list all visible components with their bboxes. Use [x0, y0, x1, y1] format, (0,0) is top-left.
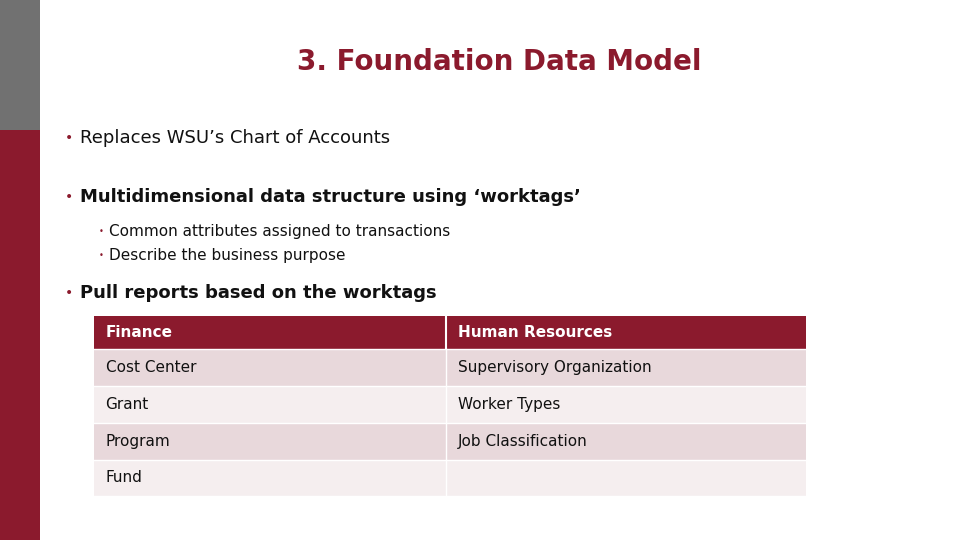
Text: Worker Types: Worker Types [458, 397, 561, 412]
Text: •: • [65, 286, 73, 300]
Text: Supervisory Organization: Supervisory Organization [458, 360, 652, 375]
Text: Describe the business purpose: Describe the business purpose [109, 248, 346, 263]
Text: 3. Foundation Data Model: 3. Foundation Data Model [297, 48, 702, 76]
Text: Fund: Fund [106, 470, 142, 485]
Text: •: • [65, 131, 73, 145]
Text: Pull reports based on the worktags: Pull reports based on the worktags [80, 284, 436, 302]
Text: •: • [65, 190, 73, 204]
Text: •: • [98, 227, 104, 235]
Text: Human Resources: Human Resources [458, 325, 612, 340]
Text: Grant: Grant [106, 397, 149, 412]
Text: Finance: Finance [106, 325, 173, 340]
Text: Program: Program [106, 434, 170, 449]
Text: Cost Center: Cost Center [106, 360, 196, 375]
Text: Common attributes assigned to transactions: Common attributes assigned to transactio… [109, 224, 450, 239]
Text: Multidimensional data structure using ‘worktags’: Multidimensional data structure using ‘w… [80, 188, 581, 206]
Text: Replaces WSU’s Chart of Accounts: Replaces WSU’s Chart of Accounts [80, 129, 390, 147]
Text: •: • [98, 251, 104, 260]
Text: Job Classification: Job Classification [458, 434, 588, 449]
